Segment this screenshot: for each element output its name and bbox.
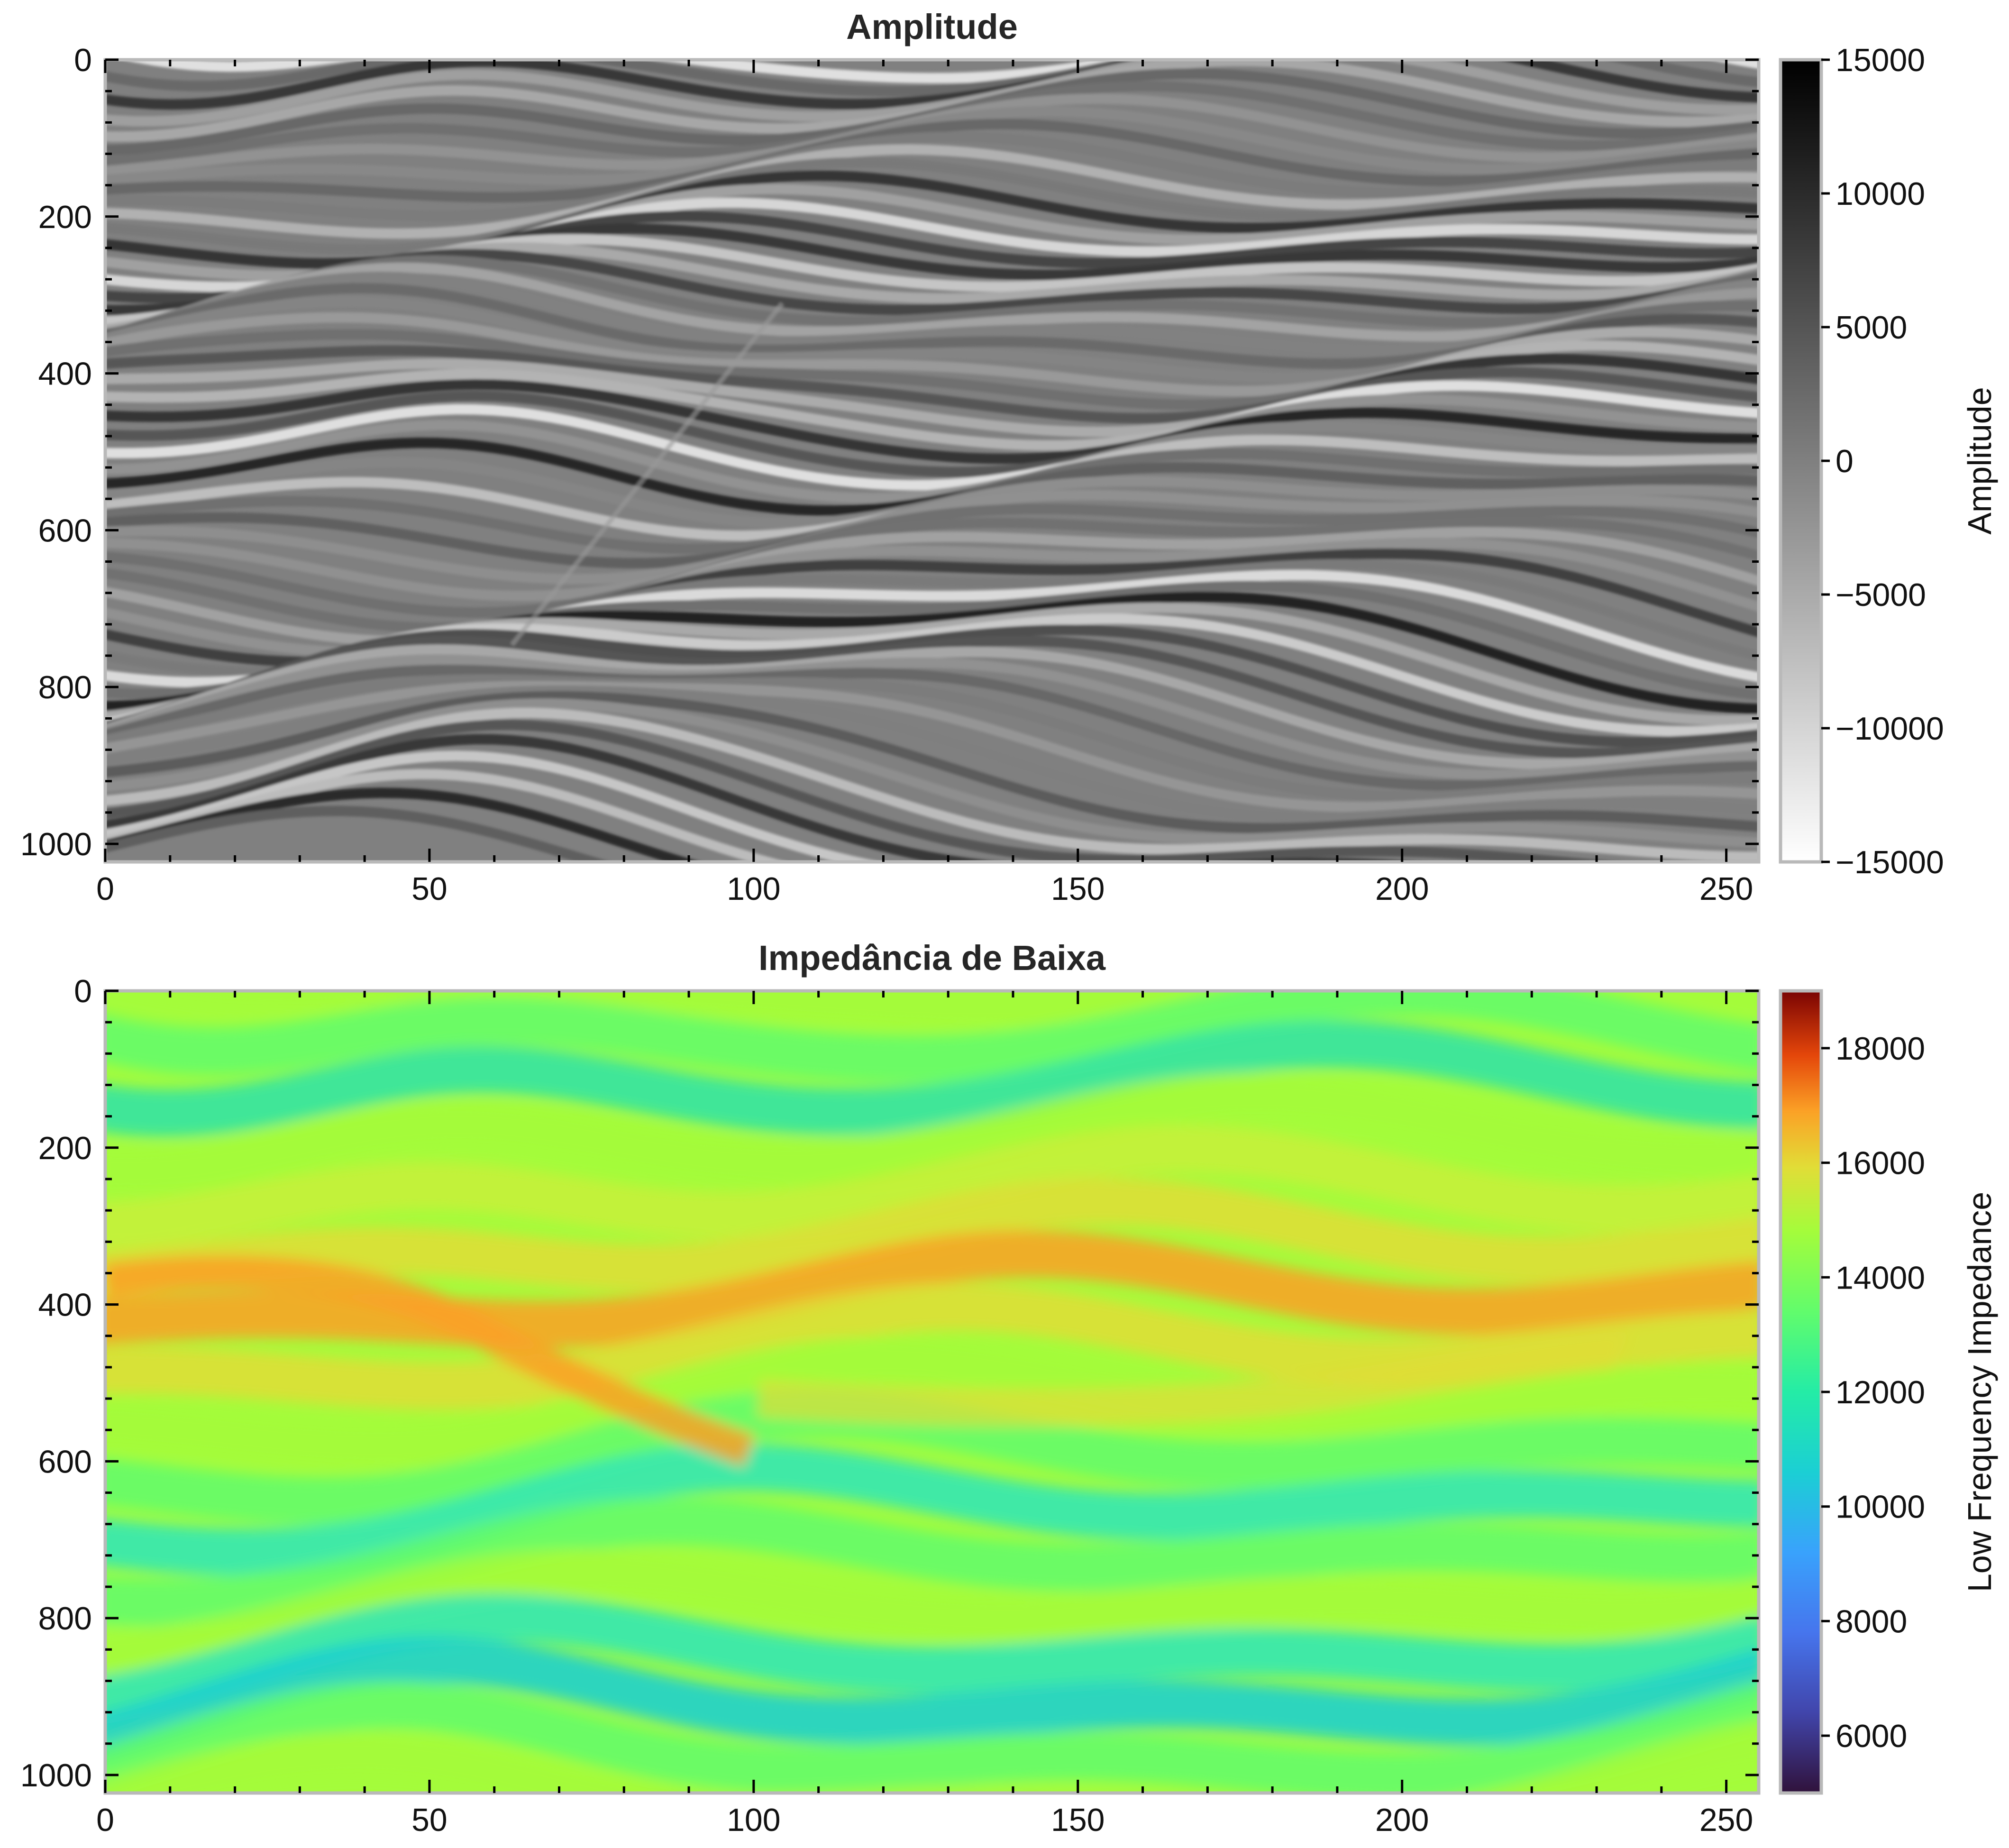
x-tick-label: 50 [411, 871, 447, 907]
y-tick-label: 800 [38, 669, 92, 705]
colorbar-tick-label: −5000 [1835, 577, 1926, 613]
y-tick-label: 0 [74, 42, 92, 78]
colorbar-tick-label: 15000 [1835, 42, 1925, 78]
amplitude-title: Amplitude [846, 7, 1018, 46]
panel-impedance: Impedância de Baixa 0 50 100 150 200 250 0 200… [20, 938, 1998, 1838]
impedance-y-tick-labels: 0 200 400 600 800 1000 [20, 973, 92, 1793]
amplitude-colorbar-gradient [1781, 60, 1821, 862]
impedance-title: Impedância de Baixa [758, 938, 1106, 978]
y-tick-label: 1000 [20, 826, 92, 862]
amplitude-y-tick-labels: 0 200 400 600 800 1000 [20, 42, 92, 862]
x-tick-label: 250 [1699, 871, 1753, 907]
x-tick-label: 100 [727, 871, 780, 907]
colorbar-tick-label: 6000 [1835, 1718, 1907, 1754]
colorbar-tick-label: 8000 [1835, 1603, 1907, 1639]
colorbar-tick-label: 12000 [1835, 1374, 1925, 1410]
colorbar-tick-label: −10000 [1835, 711, 1944, 747]
amplitude-colorbar-label: Amplitude [1961, 387, 1998, 534]
x-tick-label: 50 [411, 1802, 447, 1838]
impedance-heatmap [105, 991, 1759, 1793]
y-tick-label: 1000 [20, 1757, 92, 1793]
y-tick-label: 600 [38, 1444, 92, 1480]
y-tick-label: 600 [38, 512, 92, 549]
amplitude-plot-frame [103, 58, 1761, 864]
colorbar-tick-label: 10000 [1835, 1489, 1925, 1525]
x-tick-label: 0 [96, 1802, 114, 1838]
x-tick-label: 150 [1051, 1802, 1105, 1838]
y-tick-label: 400 [38, 1287, 92, 1323]
colorbar-tick-label: 18000 [1835, 1031, 1925, 1067]
amplitude-x-tick-labels: 0 50 100 150 200 250 [96, 871, 1753, 907]
x-tick-label: 100 [727, 1802, 780, 1838]
colorbar-tick-label: 14000 [1835, 1260, 1925, 1296]
amplitude-heatmap [105, 60, 1759, 862]
y-tick-label: 0 [74, 973, 92, 1009]
x-tick-label: 150 [1051, 871, 1105, 907]
colorbar-tick-label: 5000 [1835, 310, 1907, 346]
impedance-plot-frame [103, 989, 1761, 1795]
y-tick-label: 800 [38, 1601, 92, 1637]
impedance-x-tick-labels: 0 50 100 150 200 250 [96, 1802, 1753, 1838]
y-tick-label: 400 [38, 356, 92, 392]
x-tick-label: 200 [1375, 871, 1429, 907]
x-tick-label: 250 [1699, 1802, 1753, 1838]
impedance-colorbar: 18000 16000 14000 12000 10000 8000 6000 Low Fr… [1779, 989, 1998, 1795]
colorbar-tick-label: 0 [1835, 443, 1854, 479]
impedance-axis-ticks [104, 989, 1759, 1793]
x-tick-label: 0 [96, 871, 114, 907]
y-tick-label: 200 [38, 1130, 92, 1166]
amplitude-colorbar: 15000 10000 5000 0 −5000 −10000 −15000 Amplitu… [1779, 42, 1998, 880]
impedance-colorbar-gradient [1781, 991, 1821, 1793]
panel-amplitude: Amplitude 0 50 100 150 200 250 0 200 400 600 800 1… [20, 7, 1998, 907]
colorbar-tick-label: −15000 [1835, 844, 1944, 880]
amplitude-axis-ticks [104, 58, 1759, 862]
impedance-colorbar-label: Low Frequency Impedance [1961, 1192, 1998, 1592]
x-tick-label: 200 [1375, 1802, 1429, 1838]
y-tick-label: 200 [38, 199, 92, 235]
colorbar-tick-label: 16000 [1835, 1145, 1925, 1181]
colorbar-tick-label: 10000 [1835, 176, 1925, 212]
